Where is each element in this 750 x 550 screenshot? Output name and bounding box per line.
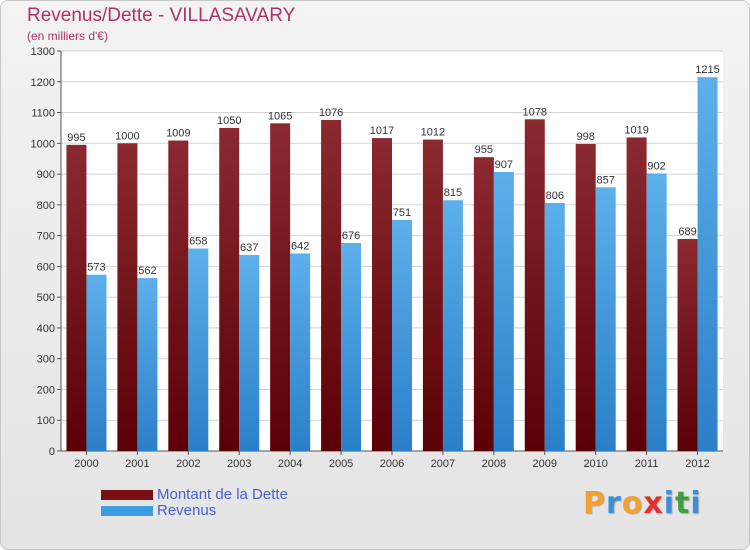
bar-revenue bbox=[544, 203, 565, 451]
bar-revenue bbox=[137, 278, 158, 451]
data-label-revenue: 676 bbox=[342, 230, 360, 242]
logo-letter: i bbox=[690, 486, 702, 521]
y-tick-label: 300 bbox=[37, 354, 55, 366]
y-tick-label: 1300 bbox=[31, 46, 55, 58]
bar-revenue bbox=[188, 248, 209, 451]
legend-swatch-debt bbox=[101, 490, 153, 500]
x-tick-label: 2004 bbox=[278, 458, 302, 470]
y-tick-label: 0 bbox=[49, 446, 55, 458]
bar-revenue bbox=[392, 219, 412, 451]
bar-debt bbox=[321, 119, 342, 451]
bar-debt bbox=[117, 143, 138, 452]
data-label-revenue: 658 bbox=[189, 236, 207, 248]
bar-debt bbox=[524, 119, 545, 452]
bar-debt bbox=[219, 127, 240, 451]
data-label-debt: 1078 bbox=[523, 106, 547, 118]
bar-debt bbox=[422, 139, 443, 451]
bar-revenue bbox=[697, 77, 718, 452]
data-label-debt: 689 bbox=[678, 226, 696, 238]
data-label-debt: 1019 bbox=[624, 124, 648, 136]
data-label-revenue: 637 bbox=[240, 242, 258, 254]
bar-debt bbox=[270, 123, 291, 452]
y-tick-label: 500 bbox=[37, 292, 55, 304]
bar-revenue bbox=[239, 255, 260, 451]
bar-revenue bbox=[493, 171, 514, 451]
logo-letter: t bbox=[675, 486, 691, 521]
bar-debt bbox=[575, 143, 596, 451]
x-tick-label: 2011 bbox=[635, 458, 659, 470]
y-tick-label: 700 bbox=[37, 231, 55, 243]
data-label-revenue: 806 bbox=[546, 190, 564, 202]
x-tick-label: 2003 bbox=[227, 458, 251, 470]
chart-subtitle: (en milliers d'€) bbox=[27, 29, 108, 43]
data-label-debt: 955 bbox=[475, 144, 493, 156]
x-tick-label: 2007 bbox=[431, 458, 455, 470]
bar-debt bbox=[66, 144, 87, 451]
data-label-debt: 1009 bbox=[166, 128, 190, 140]
bar-revenue bbox=[442, 200, 463, 451]
bar-revenue bbox=[595, 187, 616, 452]
x-tick-label: 2000 bbox=[74, 458, 98, 470]
bar-debt bbox=[626, 137, 647, 451]
y-tick-label: 1000 bbox=[31, 138, 55, 150]
bar-revenue bbox=[290, 253, 311, 451]
x-tick-label: 2012 bbox=[685, 458, 709, 470]
data-label-debt: 1050 bbox=[217, 115, 241, 127]
legend-label-revenue: Revenus bbox=[157, 502, 217, 519]
x-tick-label: 2005 bbox=[329, 458, 353, 470]
bar-revenue bbox=[646, 173, 667, 451]
x-tick-label: 2002 bbox=[176, 458, 200, 470]
data-label-revenue: 907 bbox=[495, 159, 513, 171]
data-label-debt: 1065 bbox=[268, 110, 292, 122]
chart-title: Revenus/Dette - VILLASAVARY bbox=[27, 5, 296, 26]
x-tick-label: 2008 bbox=[482, 458, 506, 470]
logo-letter: r bbox=[606, 486, 622, 521]
legend-swatch-revenue bbox=[101, 506, 153, 516]
data-label-revenue: 1215 bbox=[695, 64, 719, 76]
y-tick-label: 100 bbox=[37, 415, 55, 427]
x-tick-label: 2010 bbox=[583, 458, 607, 470]
data-label-revenue: 902 bbox=[647, 160, 665, 172]
data-label-debt: 1000 bbox=[115, 130, 139, 142]
bar-revenue bbox=[341, 243, 362, 451]
y-tick-label: 200 bbox=[37, 384, 55, 396]
y-tick-label: 900 bbox=[37, 169, 55, 181]
y-tick-label: 1100 bbox=[31, 108, 55, 120]
bar-debt bbox=[677, 239, 698, 451]
data-label-debt: 1076 bbox=[319, 107, 343, 119]
x-tick-label: 2006 bbox=[380, 458, 404, 470]
logo-letter: P bbox=[583, 486, 606, 521]
logo-letter: i bbox=[663, 486, 676, 521]
bar-debt bbox=[372, 138, 392, 452]
data-label-revenue: 562 bbox=[138, 265, 156, 277]
data-label-revenue: 573 bbox=[87, 262, 105, 274]
legend-label-debt: Montant de la Dette bbox=[157, 486, 288, 503]
logo-letter: o bbox=[621, 486, 644, 521]
bar-debt bbox=[473, 157, 494, 451]
data-label-debt: 1017 bbox=[370, 125, 394, 137]
logo-letter: x bbox=[643, 486, 664, 521]
bar-debt bbox=[168, 140, 189, 452]
y-tick-label: 600 bbox=[37, 261, 55, 273]
data-label-debt: 1012 bbox=[421, 127, 445, 139]
data-label-debt: 995 bbox=[67, 132, 85, 144]
data-label-revenue: 751 bbox=[393, 207, 411, 219]
y-tick-label: 400 bbox=[37, 323, 55, 335]
x-tick-label: 2001 bbox=[125, 458, 149, 470]
y-tick-label: 800 bbox=[37, 200, 55, 212]
x-tick-label: 2009 bbox=[533, 458, 557, 470]
bar-revenue bbox=[86, 274, 107, 451]
proxiti-logo: Proxiti bbox=[583, 486, 702, 521]
data-label-revenue: 815 bbox=[444, 187, 462, 199]
data-label-debt: 998 bbox=[577, 131, 595, 143]
data-label-revenue: 642 bbox=[291, 240, 309, 252]
data-label-revenue: 857 bbox=[597, 174, 615, 186]
y-tick-label: 1200 bbox=[31, 77, 55, 89]
